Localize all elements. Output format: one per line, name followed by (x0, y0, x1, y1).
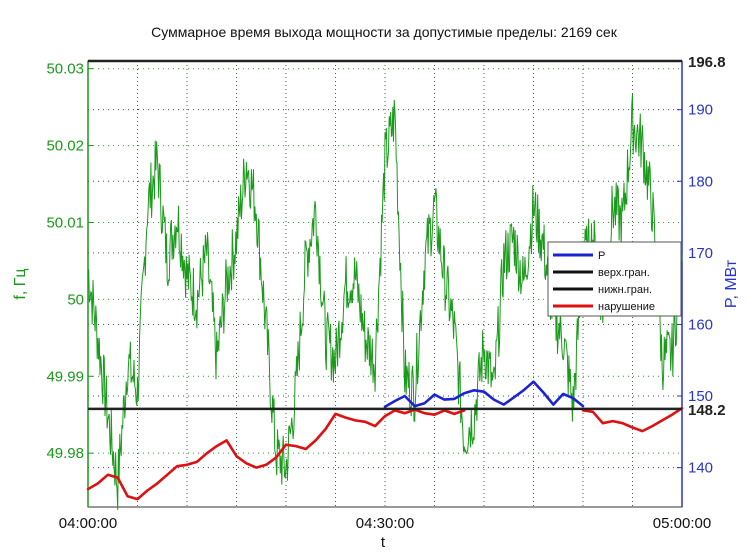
tick-label-right: 140 (688, 460, 713, 477)
lower-limit-label: 148.2 (688, 402, 726, 419)
tick-label-left: 50.02 (46, 138, 84, 155)
series-line-violation-3 (581, 406, 684, 433)
limit-lines: 196.8 148.2 (88, 54, 726, 419)
legend: P верх.гран. нижн.гран. нарушение (547, 241, 682, 317)
tick-label-x: 04:30:00 (356, 515, 414, 532)
tick-label-right: 150 (688, 388, 713, 405)
upper-limit-label: 196.8 (688, 54, 726, 71)
legend-label-upper: верх.гран. (598, 267, 650, 279)
tick-label-right: 170 (688, 245, 713, 262)
series-line-violation-2 (383, 408, 466, 418)
legend-label-violation: нарушение (598, 301, 655, 313)
tick-label-x: 04:00:00 (59, 515, 117, 532)
series-line-p (383, 380, 585, 409)
tick-label-right: 180 (688, 173, 713, 190)
x-axis-label: t (381, 534, 386, 551)
chart-title: Суммарное время выхода мощности за допус… (151, 24, 618, 40)
tick-label-left: 49.98 (46, 445, 84, 462)
tick-label-right: 160 (688, 316, 713, 333)
tick-label-left: 49.99 (46, 368, 84, 385)
tick-label-left: 50.01 (46, 214, 84, 231)
tick-label-right: 190 (688, 102, 713, 119)
tick-label-left: 50 (67, 291, 84, 308)
legend-label-lower: нижн.гран. (598, 284, 652, 296)
tick-labels: 50.03 50.02 50.01 50 49.99 49.98 190 180 170 160 1… (46, 61, 713, 532)
legend-label-p: P (598, 250, 605, 262)
series-line-violation-1 (86, 412, 387, 501)
tick-label-left: 50.03 (46, 61, 84, 78)
y-axis-label-right: P, МВт (723, 259, 740, 308)
y-axis-label-left: f, Гц (12, 268, 29, 299)
tick-label-x: 05:00:00 (653, 515, 711, 532)
